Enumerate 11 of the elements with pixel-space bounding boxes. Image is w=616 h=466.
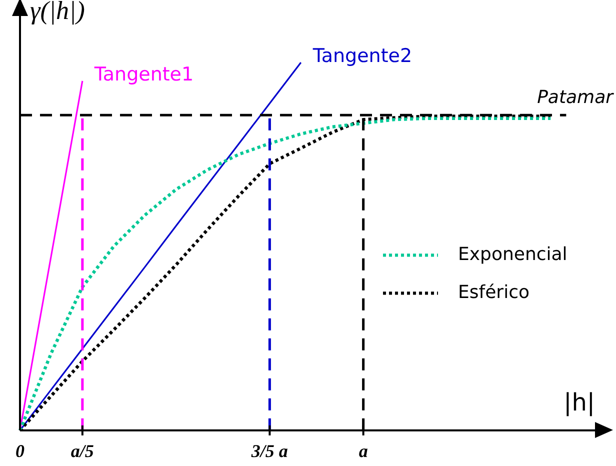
- x-tick-label: 0: [16, 440, 24, 461]
- x-tick-label: a/5: [70, 440, 94, 461]
- ref-line-label: Patamar: [537, 86, 615, 108]
- legend-label: Exponencial: [458, 244, 568, 265]
- x-axis-title: |h|: [564, 388, 595, 417]
- y-axis-title: γ(|h|): [30, 0, 85, 25]
- series-label: Tangente1: [93, 63, 194, 86]
- x-tick-label: a: [358, 440, 368, 461]
- legend-label: Esférico: [458, 282, 530, 303]
- x-tick-label: 3/5 a: [250, 440, 288, 461]
- series-label: Tangente2: [312, 44, 412, 67]
